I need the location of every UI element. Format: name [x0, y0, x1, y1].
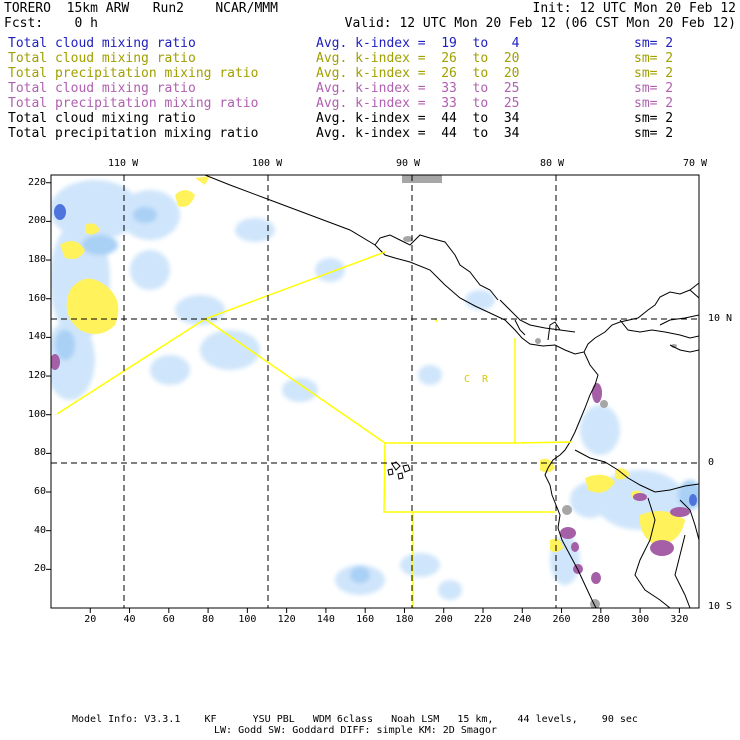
x-tick-label: 40 — [123, 614, 136, 625]
legend-kindex-range: Avg. k-index = 26 to 20 — [316, 66, 520, 81]
legend-smoothing: sm= 2 — [634, 36, 674, 51]
axis-ticks — [46, 182, 680, 613]
x-tick-label: 300 — [631, 614, 650, 625]
y-tick-label: 140 — [27, 331, 46, 343]
y-tick-label: 40 — [33, 524, 46, 536]
model-title: TORERO 15km ARW Run2 NCAR/MMM — [4, 1, 278, 16]
legend-kindex-range: Avg. k-index = 44 to 34 — [316, 111, 520, 126]
y-tick-label: 200 — [27, 215, 46, 227]
country-label-costa-rica: C R — [464, 374, 489, 385]
x-tick-label: 240 — [513, 614, 532, 625]
legend-smoothing: sm= 2 — [634, 96, 674, 111]
longitude-label: 80 W — [540, 158, 565, 169]
x-tick-label: 180 — [395, 614, 414, 625]
legend-smoothing: sm= 2 — [634, 81, 674, 96]
init-time: Init: 12 UTC Mon 20 Feb 12 — [532, 1, 737, 16]
x-tick-label: 200 — [434, 614, 453, 625]
x-tick-label: 60 — [162, 614, 175, 625]
y-tick-label: 120 — [27, 370, 46, 382]
legend-smoothing: sm= 2 — [634, 51, 674, 66]
legend-field-name: Total cloud mixing ratio — [8, 81, 196, 96]
model-info-line1: Model Info: V3.3.1 KF YSU PBL WDM 6class… — [72, 714, 638, 725]
plot-frame — [50, 174, 700, 609]
latitude-label: 10 S — [708, 601, 733, 612]
legend-kindex-range: Avg. k-index = 33 to 25 — [316, 96, 520, 111]
y-tick-label: 180 — [27, 254, 46, 266]
x-tick-label: 220 — [473, 614, 493, 625]
legend-kindex-range: Avg. k-index = 33 to 25 — [316, 81, 520, 96]
cloud-mixing-ratio-dark — [54, 204, 697, 506]
legend-smoothing: sm= 2 — [634, 126, 674, 141]
x-tick-label: 20 — [84, 614, 97, 625]
longitude-label: 110 W — [108, 158, 139, 169]
legend-field-name: Total cloud mixing ratio — [8, 111, 196, 126]
latitude-label: 0 — [708, 457, 715, 468]
boundary-lines — [56, 251, 573, 608]
y-tick-label: 100 — [27, 408, 46, 420]
longitude-label: 90 W — [396, 158, 421, 169]
y-tick-label: 20 — [33, 563, 46, 575]
legend-kindex-range: Avg. k-index = 26 to 20 — [316, 51, 520, 66]
legend-smoothing: sm= 2 — [634, 66, 674, 81]
x-tick-label: 140 — [316, 614, 335, 625]
x-tick-label: 160 — [356, 614, 375, 625]
model-info-line2: LW: Godd SW: Goddard DIFF: simple KM: 2D… — [214, 725, 497, 736]
field-shading — [51, 175, 699, 608]
precip-purple — [51, 354, 690, 584]
legend-field-name: Total precipitation mixing ratio — [8, 66, 259, 81]
legend-kindex-range: Avg. k-index = 44 to 34 — [316, 126, 520, 141]
valid-time: Valid: 12 UTC Mon 20 Feb 12 (06 CST Mon … — [344, 16, 736, 31]
y-tick-label: 160 — [27, 292, 46, 304]
x-tick-label: 80 — [202, 614, 215, 625]
y-tick-label: 80 — [33, 447, 46, 459]
legend-field-name: Total precipitation mixing ratio — [8, 126, 259, 141]
legend-field-name: Total cloud mixing ratio — [8, 36, 196, 51]
precip-gray — [402, 175, 677, 608]
legend-smoothing: sm= 2 — [634, 111, 674, 126]
longitude-label: 70 W — [683, 158, 708, 169]
y-tick-label: 220 — [27, 176, 46, 188]
graticule — [51, 175, 699, 608]
precip-yellow — [60, 176, 685, 553]
legend-field-name: Total cloud mixing ratio — [8, 51, 196, 66]
latitude-label: 10 N — [708, 313, 733, 324]
legend-kindex-range: Avg. k-index = 19 to 4 — [316, 36, 520, 51]
x-tick-label: 320 — [670, 614, 689, 625]
longitude-label: 100 W — [252, 158, 283, 169]
y-tick-label: 60 — [33, 486, 46, 498]
cloud-mixing-ratio-mid — [55, 207, 699, 583]
x-tick-label: 260 — [552, 614, 571, 625]
forecast-hour: Fcst: 0 h — [4, 16, 98, 31]
x-tick-label: 100 — [238, 614, 257, 625]
legend-field-name: Total precipitation mixing ratio — [8, 96, 259, 111]
coastlines — [204, 175, 699, 608]
x-tick-label: 280 — [591, 614, 610, 625]
cloud-mixing-ratio-light — [51, 180, 685, 600]
x-tick-label: 120 — [277, 614, 296, 625]
